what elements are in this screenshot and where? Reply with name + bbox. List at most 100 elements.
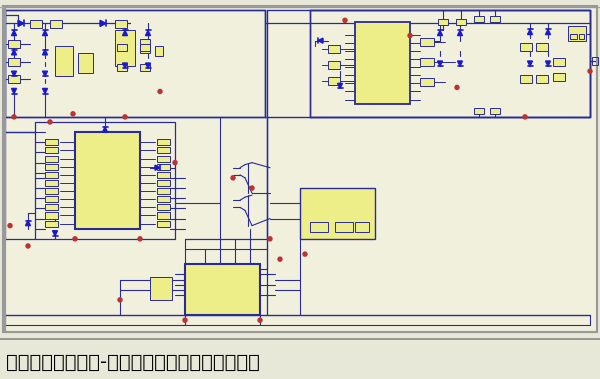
Bar [45,172,58,178]
Bar [420,58,434,66]
Bar [45,188,58,194]
Circle shape [118,298,122,302]
Polygon shape [458,30,463,36]
Bar [456,19,466,25]
Bar [45,164,58,170]
Polygon shape [122,30,128,36]
Polygon shape [155,165,160,170]
Bar [45,147,58,153]
Bar [355,222,369,232]
Bar [150,277,172,300]
Bar [355,22,410,104]
Polygon shape [337,83,343,88]
Circle shape [71,112,75,116]
Polygon shape [53,231,58,236]
Polygon shape [545,30,551,34]
Bar [474,108,484,114]
Circle shape [343,18,347,22]
Text: 新能源汽车逆变器-新能源汽车逆变器工作原理图: 新能源汽车逆变器-新能源汽车逆变器工作原理图 [6,353,260,372]
Polygon shape [122,63,128,68]
Circle shape [408,34,412,38]
Polygon shape [11,71,17,76]
Bar [536,43,548,51]
Bar [140,44,150,51]
Bar [157,147,170,153]
Bar [8,58,20,66]
Bar [328,61,340,69]
Bar [45,221,58,227]
Polygon shape [43,88,47,94]
Bar [438,19,448,25]
Polygon shape [25,221,31,226]
Circle shape [250,186,254,190]
Bar [300,188,375,239]
Bar [45,180,58,186]
Bar [520,75,532,83]
Bar [420,78,434,86]
Bar [50,20,62,28]
Bar [490,16,500,22]
Circle shape [26,244,30,248]
Bar [45,212,58,219]
Circle shape [268,237,272,241]
Bar [45,196,58,202]
Circle shape [183,318,187,322]
Bar [157,221,170,227]
Polygon shape [43,50,47,55]
Circle shape [278,257,282,261]
Bar [328,77,340,85]
Bar [78,53,93,73]
Bar [536,75,548,83]
Bar [157,172,170,178]
Circle shape [173,161,177,164]
Polygon shape [100,20,106,27]
Bar [8,40,20,48]
Bar [157,196,170,202]
Bar [55,46,73,76]
Bar [115,30,135,66]
Polygon shape [527,30,533,34]
Bar [157,155,170,161]
Polygon shape [437,30,443,36]
Polygon shape [11,88,17,94]
Bar [568,27,586,41]
Bar [490,108,500,114]
Circle shape [158,89,162,94]
Bar [5,10,265,117]
Bar [420,38,434,46]
Bar [140,64,150,71]
Circle shape [455,85,459,89]
Bar [553,58,565,66]
Bar [115,20,127,28]
Polygon shape [18,20,24,27]
Bar [157,139,170,145]
Bar [157,164,170,170]
Bar [45,139,58,145]
Bar [185,264,260,315]
Bar [140,39,150,53]
Circle shape [231,176,235,180]
Bar [45,204,58,210]
Bar [45,155,58,161]
Bar [579,34,584,39]
Bar [520,43,532,51]
Bar [117,44,127,51]
Circle shape [258,318,262,322]
Polygon shape [146,63,151,68]
Polygon shape [318,38,323,43]
Circle shape [523,115,527,119]
Polygon shape [527,61,533,66]
Circle shape [48,120,52,124]
Circle shape [73,237,77,241]
Polygon shape [437,61,443,66]
Circle shape [138,237,142,241]
Bar [157,212,170,219]
Polygon shape [43,30,47,36]
Bar [30,20,42,28]
Bar [553,73,565,81]
Circle shape [303,252,307,256]
Bar [328,45,340,53]
Bar [474,16,484,22]
Bar [592,57,598,65]
Polygon shape [43,71,47,76]
